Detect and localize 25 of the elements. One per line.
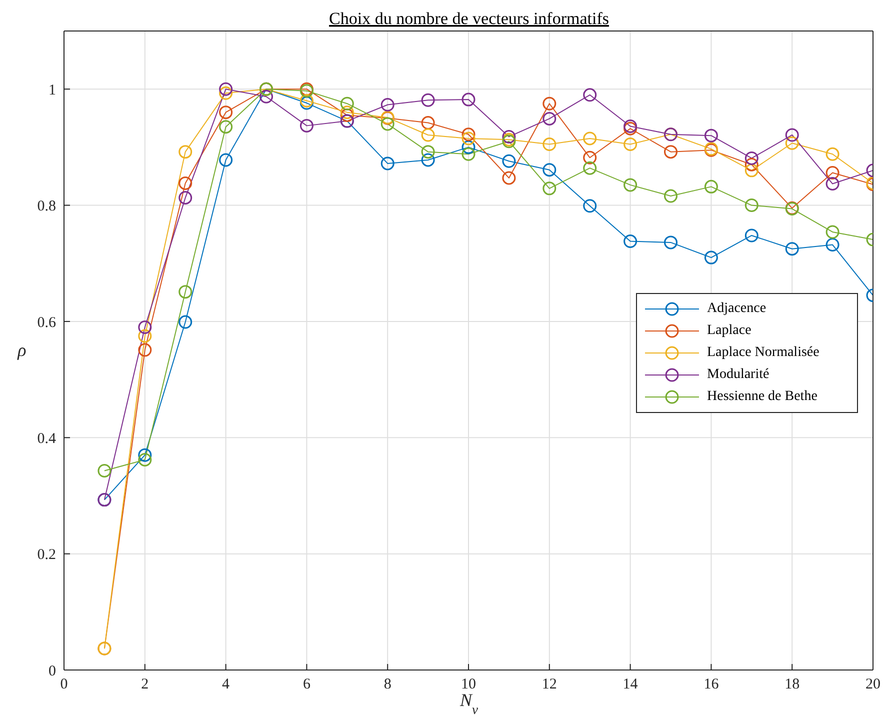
y-tick-label: 0: [48, 663, 56, 680]
y-tick-label: 1: [48, 82, 56, 98]
y-tick-label: 0.6: [37, 314, 56, 331]
y-tick-label: 0.2: [37, 547, 56, 564]
y-tick-label: 0.8: [37, 198, 56, 215]
legend-label: Laplace Normalisée: [707, 345, 820, 361]
x-tick-label: 14: [622, 676, 638, 693]
x-axis-title: N$_{v}$: [458, 690, 478, 716]
x-tick-label: 16: [704, 676, 720, 693]
legend-label: Adjacence: [707, 301, 766, 317]
legend-label: Hessienne de Bethe: [707, 389, 818, 405]
x-tick-label: 4: [222, 676, 230, 693]
x-tick-label: 18: [784, 676, 800, 693]
x-tick-label: 8: [384, 676, 392, 693]
x-tick-label: 12: [542, 676, 557, 693]
y-axis-title: ρ: [16, 340, 27, 360]
y-tick-label: 0.4: [37, 430, 56, 447]
chart-title: Choix du nombre de vecteurs informatifs: [329, 9, 609, 28]
x-tick-label: 6: [302, 676, 311, 693]
x-tick-label: 0: [60, 676, 68, 693]
legend-label: Modularité: [707, 367, 770, 383]
x-tick-label: 20: [866, 676, 880, 693]
legend-label: Laplace: [707, 323, 752, 339]
x-tick-label: 10: [461, 676, 476, 693]
x-tick-label: 2: [141, 676, 149, 693]
